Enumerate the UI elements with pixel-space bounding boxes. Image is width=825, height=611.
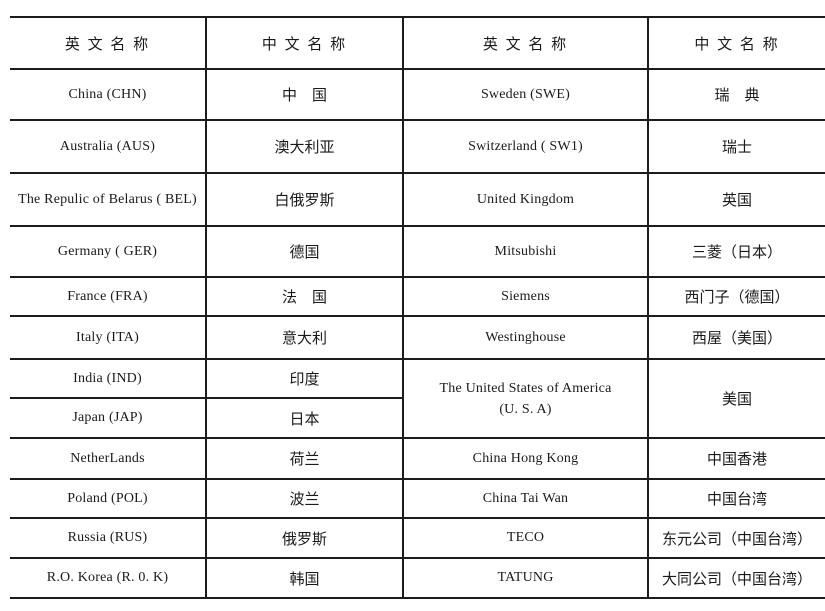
usa-name-line2: (U. S. A) [499, 401, 552, 417]
cell-chinese-left: 意大利 [206, 316, 404, 360]
column-header-english-2: 英 文 名 称 [403, 17, 649, 70]
cell-chinese-right: 中国香港 [648, 438, 825, 480]
table-row: China (CHN) 中 国 Sweden (SWE) 瑞 典 [10, 69, 825, 121]
cell-chinese-right: 大同公司（中国台湾） [648, 558, 825, 599]
cell-english-right: Switzerland ( SW1) [403, 120, 649, 174]
cell-english-left: Japan (JAP) [10, 398, 207, 439]
table-row: Germany ( GER) 德国 Mitsubishi 三菱（日本） [10, 226, 825, 278]
cell-chinese-left: 中 国 [206, 69, 404, 121]
table-row: France (FRA) 法 国 Siemens 西门子（德国） [10, 277, 825, 317]
cell-english-right-usa: The United States of America (U. S. A) [403, 359, 649, 439]
cell-english-left: India (IND) [10, 359, 207, 399]
table-row: India (IND) 印度 The United States of Amer… [10, 359, 825, 439]
cell-chinese-left: 法 国 [206, 277, 404, 317]
cell-chinese-right: 中国台湾 [648, 479, 825, 519]
cell-chinese-right: 三菱（日本） [648, 226, 825, 278]
cell-english-right: TATUNG [403, 558, 649, 599]
cell-chinese-right: 西门子（德国） [648, 277, 825, 317]
table-row: Russia (RUS) 俄罗斯 TECO 东元公司（中国台湾） [10, 518, 825, 559]
country-name-table: 英 文 名 称 中 文 名 称 英 文 名 称 中 文 名 称 China (C… [10, 16, 825, 599]
cell-english-left: China (CHN) [10, 69, 207, 121]
table-row: R.O. Korea (R. 0. K) 韩国 TATUNG 大同公司（中国台湾… [10, 558, 825, 599]
table-row: Japan (JAP) 日本 [10, 398, 825, 439]
cell-english-left: R.O. Korea (R. 0. K) [10, 558, 207, 599]
cell-english-left: Italy (ITA) [10, 316, 207, 360]
cell-chinese-left: 澳大利亚 [206, 120, 404, 174]
cell-english-left: Australia (AUS) [10, 120, 207, 174]
cell-chinese-left: 荷兰 [206, 438, 404, 480]
cell-english-left: Poland (POL) [10, 479, 207, 519]
cell-chinese-left: 日本 [206, 398, 404, 439]
cell-english-right: China Hong Kong [403, 438, 649, 480]
cell-english-right: Westinghouse [403, 316, 649, 360]
cell-chinese-left: 波兰 [206, 479, 404, 519]
cell-chinese-right: 西屋（美国） [648, 316, 825, 360]
cell-chinese-right: 瑞士 [648, 120, 825, 174]
table-row: NetherLands 荷兰 China Hong Kong 中国香港 [10, 438, 825, 480]
cell-english-right: Sweden (SWE) [403, 69, 649, 121]
cell-chinese-left: 德国 [206, 226, 404, 278]
table-row: Poland (POL) 波兰 China Tai Wan 中国台湾 [10, 479, 825, 519]
usa-name-line1: The United States of America [439, 380, 612, 396]
cell-chinese-right: 英国 [648, 173, 825, 227]
cell-english-right: Mitsubishi [403, 226, 649, 278]
column-header-chinese-2: 中 文 名 称 [648, 17, 825, 70]
cell-chinese-left: 韩国 [206, 558, 404, 599]
cell-chinese-right-usa: 美国 [648, 359, 825, 439]
cell-english-left: France (FRA) [10, 277, 207, 317]
cell-english-left: Russia (RUS) [10, 518, 207, 559]
cell-english-left: Germany ( GER) [10, 226, 207, 278]
cell-english-right: China Tai Wan [403, 479, 649, 519]
cell-english-left: The Repulic of Belarus ( BEL) [10, 173, 207, 227]
cell-english-right: Siemens [403, 277, 649, 317]
cell-english-right: TECO [403, 518, 649, 559]
table-header-row: 英 文 名 称 中 文 名 称 英 文 名 称 中 文 名 称 [10, 17, 825, 70]
table-row: The Repulic of Belarus ( BEL) 白俄罗斯 Unite… [10, 173, 825, 227]
cell-chinese-left: 俄罗斯 [206, 518, 404, 559]
table-row: Italy (ITA) 意大利 Westinghouse 西屋（美国） [10, 316, 825, 360]
cell-english-left: NetherLands [10, 438, 207, 480]
cell-english-right: United Kingdom [403, 173, 649, 227]
table-row: Australia (AUS) 澳大利亚 Switzerland ( SW1) … [10, 120, 825, 174]
column-header-english-1: 英 文 名 称 [10, 17, 207, 70]
cell-chinese-right: 东元公司（中国台湾） [648, 518, 825, 559]
cell-chinese-left: 印度 [206, 359, 404, 399]
column-header-chinese-1: 中 文 名 称 [206, 17, 404, 70]
cell-chinese-left: 白俄罗斯 [206, 173, 404, 227]
cell-chinese-right: 瑞 典 [648, 69, 825, 121]
